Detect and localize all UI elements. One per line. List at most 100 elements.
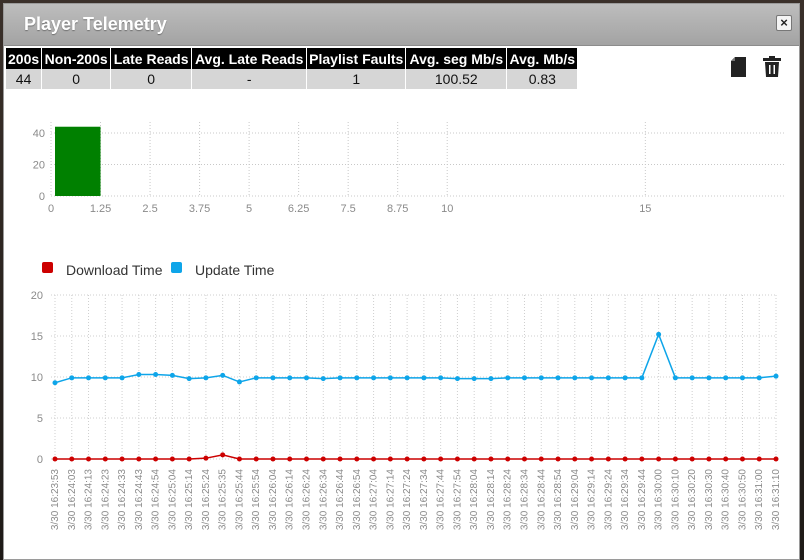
x-tick-label: 3/30 16:29:04	[570, 469, 581, 531]
data-point	[672, 456, 678, 462]
data-point	[488, 376, 494, 382]
x-tick-label: 1.25	[90, 203, 111, 215]
x-tick-label: 3/30 16:25:44	[234, 469, 245, 531]
histogram-bar	[55, 126, 101, 196]
stats-value: 44	[6, 69, 43, 89]
data-point	[438, 375, 444, 381]
copy-icon	[731, 57, 746, 77]
x-tick-label: 3/30 16:28:44	[536, 469, 547, 531]
x-tick-label: 3/30 16:30:40	[721, 469, 732, 531]
stats-value: 0.83	[506, 69, 579, 89]
x-tick-label: 3/30 16:26:34	[318, 469, 329, 531]
data-point	[706, 456, 712, 462]
stats-value: 0	[110, 69, 193, 89]
x-tick-label: 3/30 16:30:10	[670, 469, 681, 531]
x-tick-label: 3/30 16:31:10	[771, 469, 782, 531]
x-tick-label: 3.75	[189, 203, 210, 215]
data-point	[304, 375, 310, 381]
stats-header: Avg. Late Reads	[191, 48, 308, 69]
data-point	[69, 375, 75, 381]
data-point	[589, 375, 595, 381]
stats-header: 200s	[6, 48, 43, 69]
stats-header: Avg. seg Mb/s	[405, 48, 508, 69]
legend-label: Update Time	[195, 262, 275, 278]
data-point	[153, 456, 159, 462]
data-point	[421, 456, 427, 462]
stats-header: Non-200s	[41, 48, 112, 69]
data-point	[337, 456, 343, 462]
data-point	[270, 456, 276, 462]
data-point	[203, 375, 209, 381]
data-point	[538, 375, 544, 381]
data-point	[86, 375, 92, 381]
x-tick-label: 3/30 16:24:23	[100, 469, 111, 531]
x-tick-label: 7.5	[341, 203, 356, 215]
trash-icon	[763, 56, 781, 77]
x-tick-label: 3/30 16:26:24	[302, 469, 313, 531]
x-tick-label: 8.75	[387, 203, 408, 215]
data-point	[270, 375, 276, 381]
data-point	[320, 456, 326, 462]
x-tick-label: 3/30 16:29:34	[620, 469, 631, 531]
copy-button[interactable]	[730, 56, 748, 78]
x-tick-label: 3/30 16:27:34	[419, 469, 430, 531]
data-point	[723, 456, 729, 462]
data-point	[555, 375, 561, 381]
x-tick-label: 3/30 16:26:14	[285, 469, 296, 531]
x-tick-label: 3/30 16:30:50	[737, 469, 748, 531]
data-point	[521, 375, 527, 381]
data-point	[136, 372, 142, 378]
data-point	[69, 456, 75, 462]
legend-label: Download Time	[66, 262, 163, 278]
x-tick-label: 3/30 16:29:24	[603, 469, 614, 531]
x-tick-label: 3/30 16:27:44	[436, 469, 447, 531]
data-point	[203, 455, 209, 461]
data-point	[589, 456, 595, 462]
data-point	[52, 456, 58, 462]
timing-line-chart: 3/30 16:23:53 3/30 16:24:03 3/30 16:24:13 3…	[31, 262, 782, 531]
data-point	[689, 375, 695, 381]
data-point	[169, 456, 175, 462]
data-point	[639, 375, 645, 381]
data-point	[639, 456, 645, 462]
close-button[interactable]: ×	[776, 15, 792, 31]
data-point	[773, 456, 779, 462]
data-point	[387, 456, 393, 462]
player-telemetry-dialog: Player Telemetry × 200s Non-200s Late Re…	[3, 3, 800, 560]
data-point	[236, 379, 242, 385]
x-tick-label: 3/30 16:27:54	[452, 469, 463, 531]
y-tick-label: 15	[31, 331, 43, 343]
data-point	[220, 372, 226, 378]
data-point	[287, 375, 293, 381]
x-tick-label: 3/30 16:25:04	[167, 469, 178, 531]
x-tick-label: 3/30 16:25:54	[251, 469, 262, 531]
y-tick-label: 20	[31, 290, 43, 302]
data-point	[689, 456, 695, 462]
x-tick-label: 3/30 16:30:30	[704, 469, 715, 531]
series-line	[54, 332, 777, 384]
x-tick-label: 3/30 16:28:04	[469, 469, 480, 531]
delete-button[interactable]	[763, 56, 781, 78]
data-point	[354, 375, 360, 381]
data-point	[706, 375, 712, 381]
data-point	[169, 372, 175, 378]
x-tick-label: 5	[246, 203, 252, 215]
data-point	[739, 375, 745, 381]
stats-value-row: 44 0 0 - 1 100.52 0.83	[6, 69, 579, 89]
x-tick-label: 2.5	[142, 203, 157, 215]
data-point	[421, 375, 427, 381]
data-point	[102, 375, 108, 381]
x-tick-label: 0	[48, 203, 54, 215]
y-tick-label: 10	[31, 372, 43, 384]
x-tick-label: 3/30 16:27:14	[385, 469, 396, 531]
data-point	[538, 456, 544, 462]
data-point	[119, 375, 125, 381]
dialog-titlebar[interactable]: Player Telemetry ×	[4, 4, 799, 46]
data-point	[86, 456, 92, 462]
y-tick-label: 40	[33, 128, 45, 140]
stats-value: 1	[306, 69, 407, 89]
data-point	[739, 456, 745, 462]
data-point	[622, 456, 628, 462]
x-tick-label: 3/30 16:30:00	[654, 469, 665, 531]
x-tick-label: 15	[639, 203, 651, 215]
